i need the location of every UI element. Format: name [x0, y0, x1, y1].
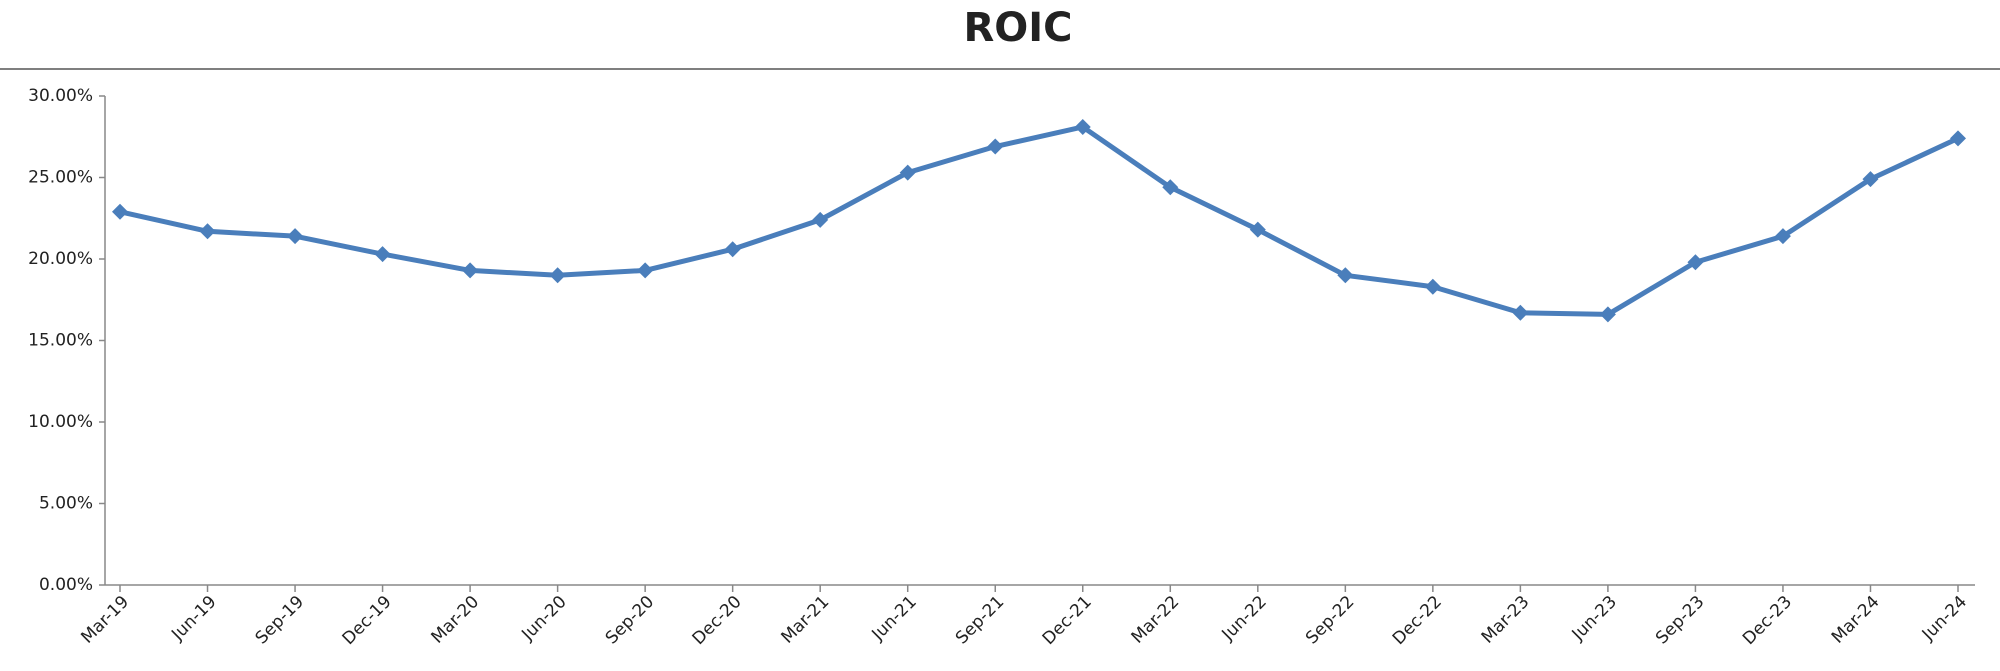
data-marker — [549, 267, 566, 284]
data-marker — [462, 262, 479, 279]
y-tick-label: 15.00% — [28, 331, 93, 351]
data-marker — [199, 223, 216, 240]
y-tick-label: 25.00% — [28, 168, 93, 188]
y-tick-label: 20.00% — [28, 249, 93, 269]
data-marker — [1774, 228, 1791, 245]
data-marker — [1950, 130, 1966, 147]
data-marker — [1862, 171, 1879, 188]
data-marker — [987, 138, 1004, 155]
data-marker — [724, 241, 741, 258]
data-marker — [287, 228, 304, 245]
data-marker — [1249, 221, 1266, 238]
y-tick-label: 5.00% — [39, 494, 93, 514]
data-marker — [112, 203, 128, 220]
data-marker — [1424, 278, 1441, 295]
data-marker — [1599, 306, 1616, 323]
series-line — [119, 124, 1960, 317]
data-marker — [374, 246, 391, 263]
data-marker — [1687, 254, 1704, 271]
data-marker — [899, 164, 916, 181]
data-marker — [1512, 304, 1529, 321]
data-marker — [1337, 267, 1354, 284]
data-marker — [1074, 118, 1091, 135]
data-marker — [1162, 179, 1179, 196]
data-marker — [812, 211, 829, 228]
y-tick-label: 30.00% — [28, 86, 93, 106]
y-tick-label: 10.00% — [28, 412, 93, 432]
data-marker — [637, 262, 654, 279]
chart-title: ROIC — [963, 5, 1072, 51]
y-tick-label: 0.00% — [39, 575, 93, 595]
